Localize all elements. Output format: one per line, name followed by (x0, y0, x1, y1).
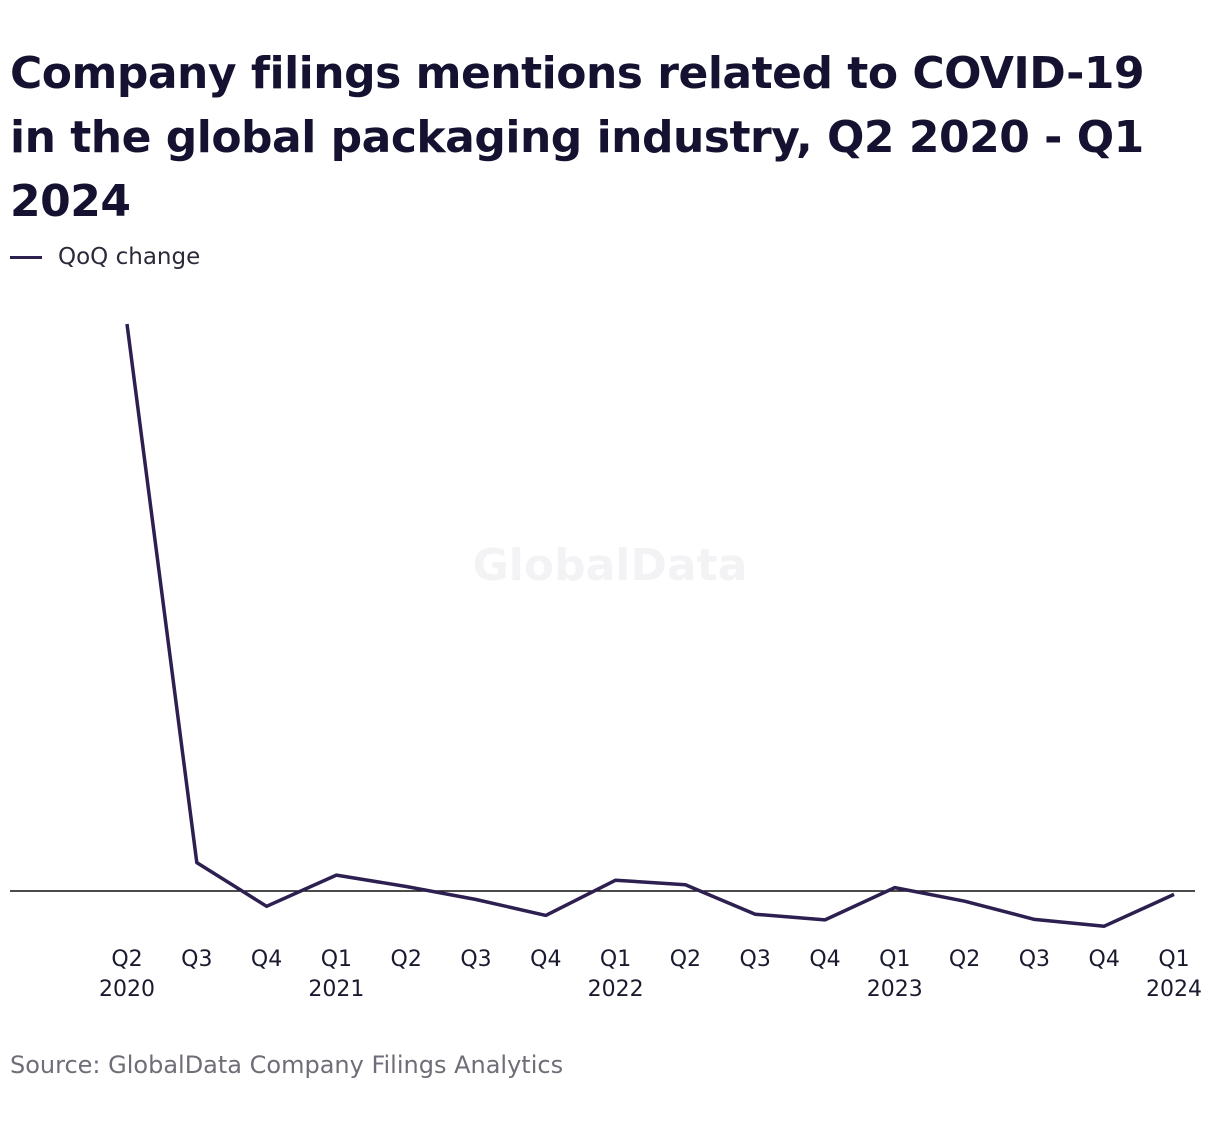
x-tick-label: 2024 (1146, 977, 1202, 1002)
x-tick-label: Q2 (670, 947, 701, 972)
x-tick-label: Q2 (391, 947, 422, 972)
x-tick-label: 2021 (308, 977, 364, 1002)
legend-label: QoQ change (58, 244, 201, 270)
x-tick-label: Q3 (1019, 947, 1050, 972)
x-tick-label: 2023 (867, 977, 923, 1002)
x-axis-tick-labels: Q2 2020 Q3 Q4 Q1 2021 Q2 Q3 Q4 Q1 2022 Q2 Q3 Q4 Q1 2023… (99, 947, 1202, 1002)
x-tick-label: Q2 (111, 947, 142, 972)
series-line-qoq-change (125, 323, 1175, 928)
watermark: GlobalData (473, 540, 748, 591)
x-tick-label: Q4 (530, 947, 561, 972)
x-tick-label: 2020 (99, 977, 155, 1002)
x-tick-label: Q1 (321, 947, 352, 972)
x-tick-label: Q3 (740, 947, 771, 972)
x-tick-label: Q1 (879, 947, 910, 972)
source-note: Source: GlobalData Company Filings Analy… (10, 1051, 564, 1079)
chart-title: Company filings mentions related to COVI… (10, 48, 1145, 227)
x-tick-label: Q3 (460, 947, 491, 972)
x-tick-label: Q1 (600, 947, 631, 972)
legend-swatch (10, 255, 42, 259)
x-tick-label: Q2 (949, 947, 980, 972)
x-tick-label: Q1 (1158, 947, 1189, 972)
x-tick-label: Q4 (809, 947, 840, 972)
x-tick-label: Q4 (1089, 947, 1120, 972)
x-tick-label: Q4 (251, 947, 282, 972)
legend: QoQ change (10, 240, 200, 274)
x-tick-label: 2022 (588, 977, 644, 1002)
data-points (126, 323, 1175, 927)
x-tick-label: Q3 (181, 947, 212, 972)
